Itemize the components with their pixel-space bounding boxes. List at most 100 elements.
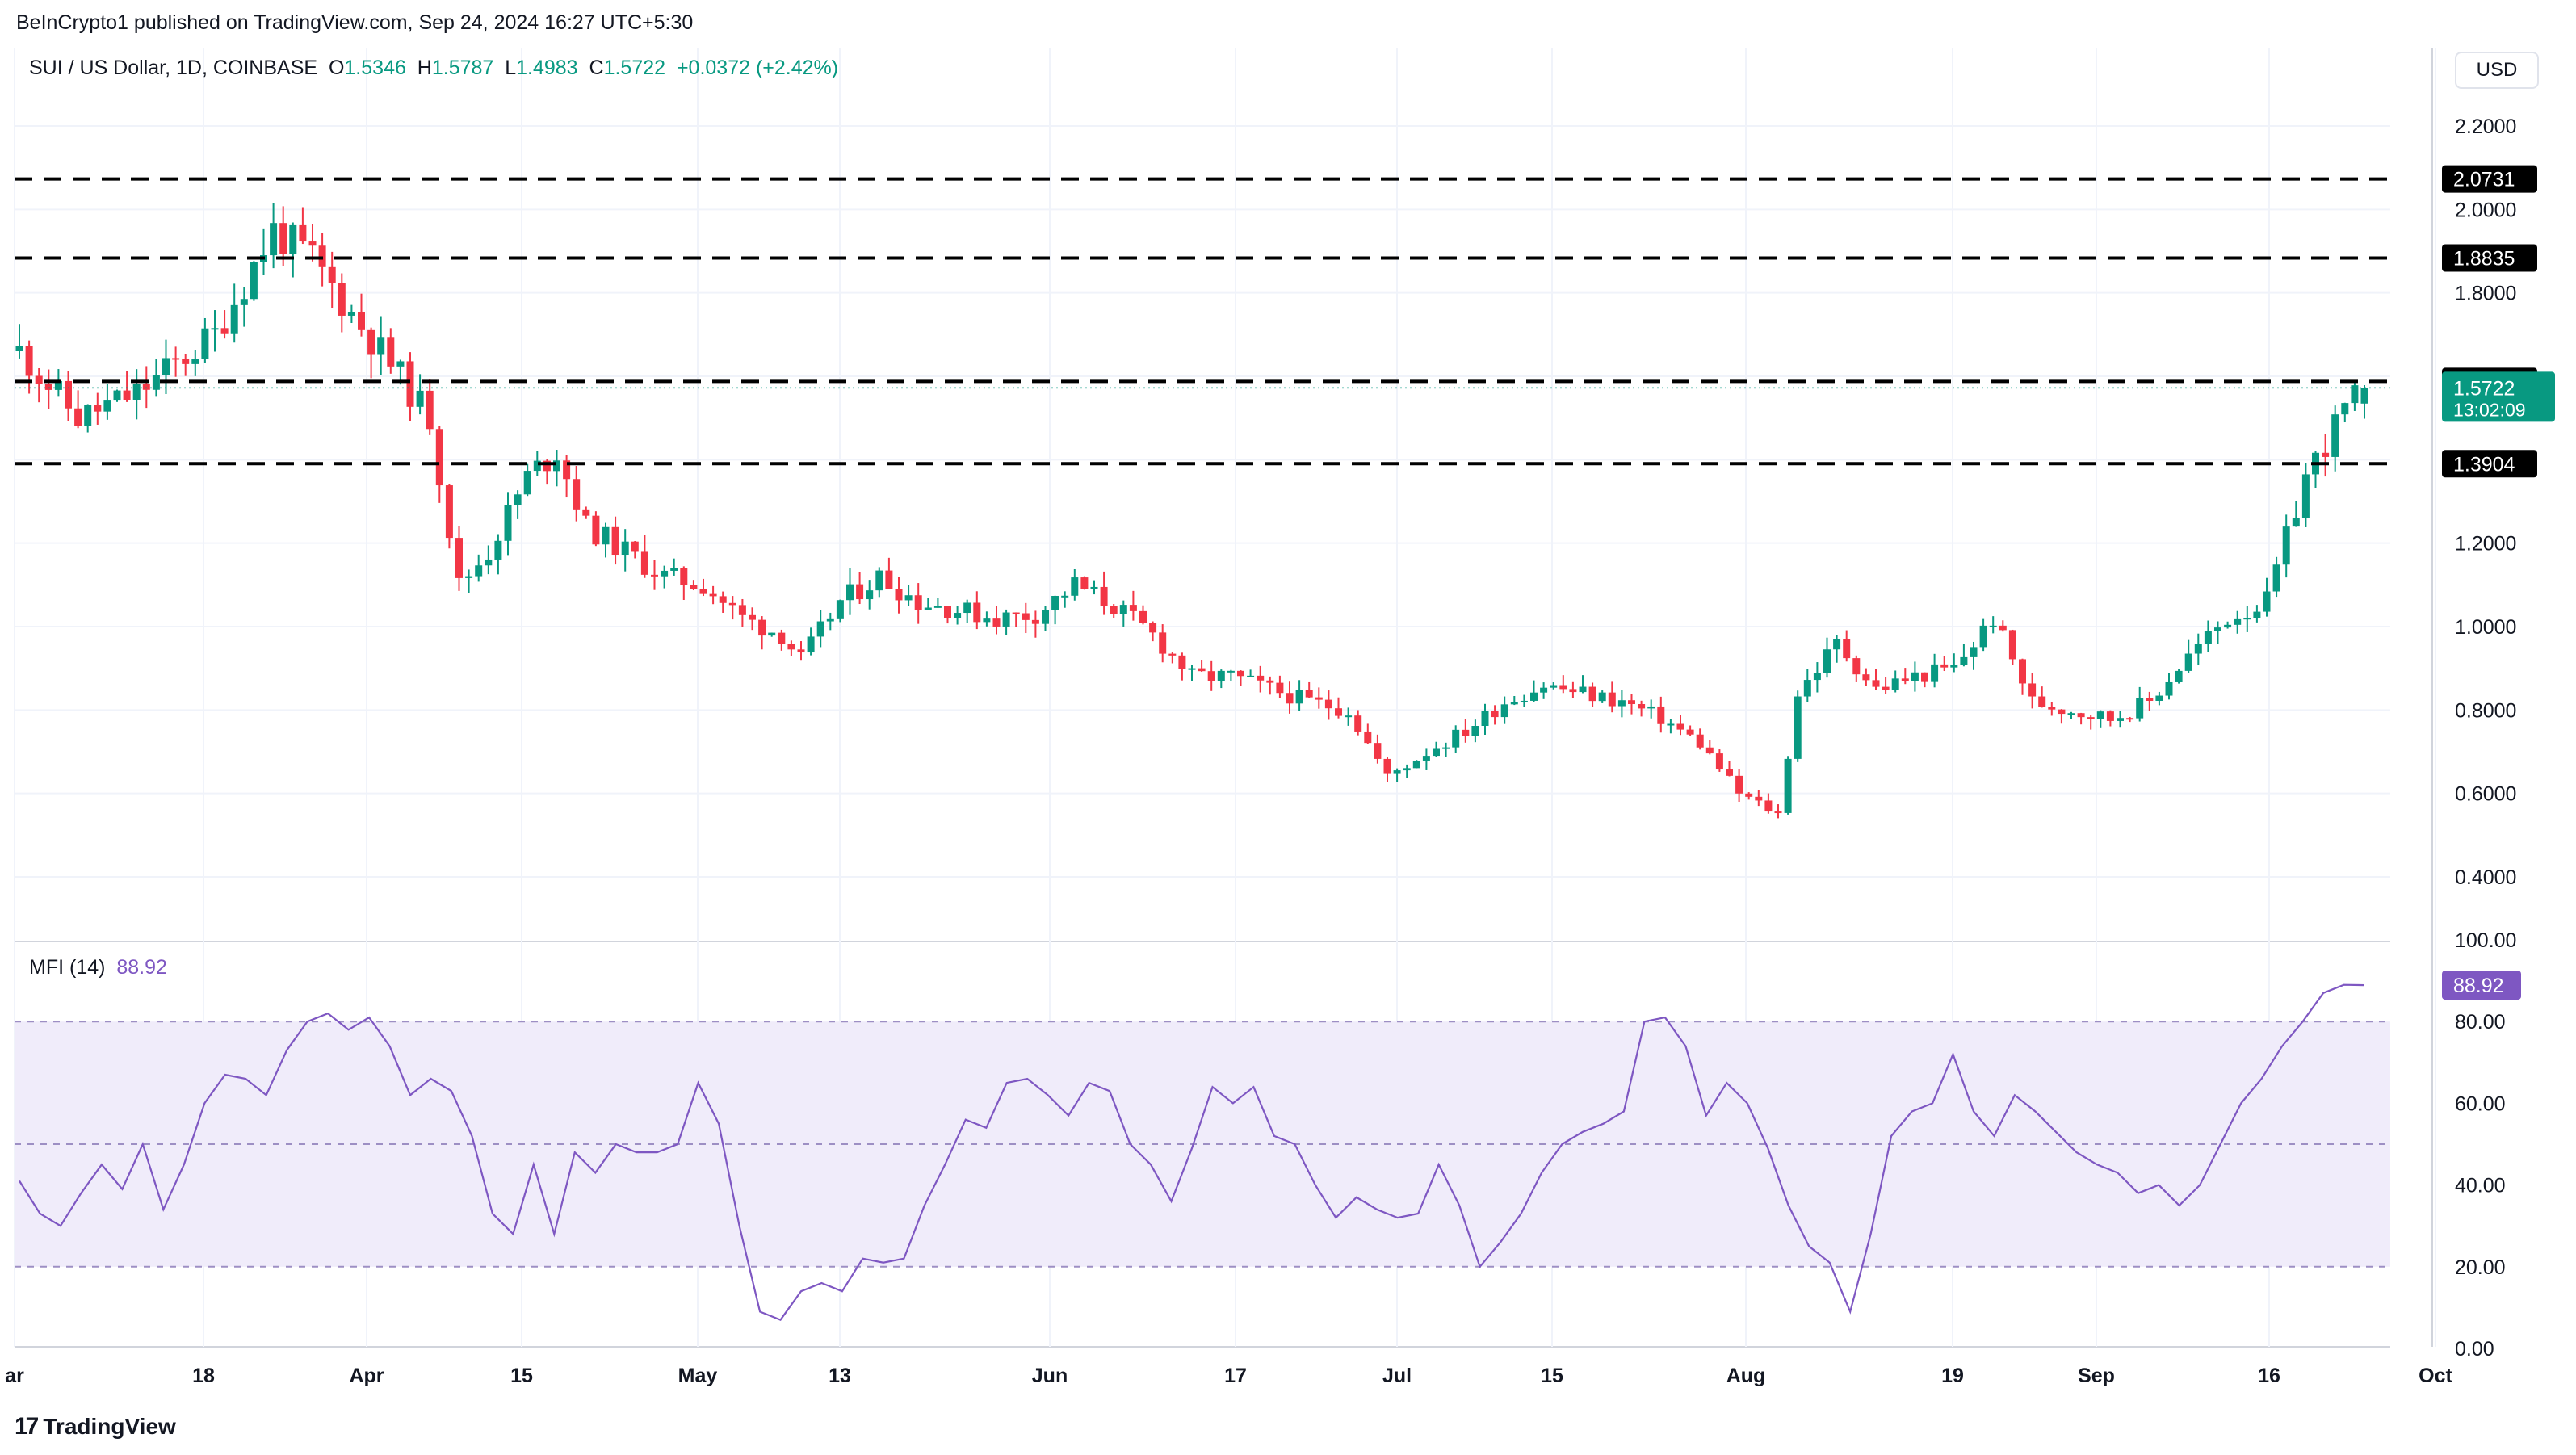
candle-body xyxy=(1921,672,1928,682)
candle-body xyxy=(543,460,551,472)
candle-body xyxy=(455,538,463,578)
level-badge-label: 1.8835 xyxy=(2453,248,2515,270)
candle-body xyxy=(1433,748,1440,757)
candle-body xyxy=(1139,610,1147,623)
candle-body xyxy=(358,312,365,330)
candle-body xyxy=(44,384,52,390)
last-price-badge xyxy=(2442,371,2555,422)
candle-body xyxy=(1178,655,1186,669)
candle-body xyxy=(406,361,414,407)
candle-body xyxy=(807,636,815,653)
change-value: +0.0372 (+2.42%) xyxy=(676,57,839,79)
candle-body xyxy=(1803,680,1811,697)
candle-body xyxy=(367,329,375,355)
candle-body xyxy=(25,346,33,376)
mfi-line xyxy=(19,983,2365,1321)
candle-body xyxy=(504,505,512,541)
candle-body xyxy=(2117,718,2124,721)
mfi-value: 88.92 xyxy=(116,956,167,979)
candle-body xyxy=(1989,625,1997,627)
candle-body xyxy=(1705,747,1714,754)
candle-body xyxy=(709,593,717,597)
candle-body xyxy=(719,596,727,603)
candle-body xyxy=(1862,674,1870,681)
candle-body xyxy=(396,361,405,367)
currency-button[interactable]: USD xyxy=(2455,52,2539,89)
candle-body xyxy=(1520,700,1528,702)
candle-body xyxy=(1051,595,1059,610)
candle-body xyxy=(651,574,658,577)
candle-body xyxy=(611,526,619,556)
candle-body xyxy=(738,605,746,615)
candle-body xyxy=(2067,713,2075,715)
candle-body xyxy=(270,223,278,256)
symbol-legend: SUI / US Dollar, 1D, COINBASE O1.5346 H1… xyxy=(29,57,838,80)
candle-body xyxy=(1726,769,1733,776)
candle-body xyxy=(1911,672,1919,681)
candle-body xyxy=(1168,653,1177,656)
candle-body xyxy=(182,359,190,364)
candle-body xyxy=(2322,452,2330,457)
candle-body xyxy=(778,632,786,644)
candle-body xyxy=(1500,704,1508,718)
candle-body xyxy=(1462,729,1470,736)
price-tick-label: 2.2000 xyxy=(2455,115,2516,138)
level-badge xyxy=(2442,244,2537,272)
candle-body xyxy=(15,346,23,351)
close-label: C xyxy=(589,57,604,79)
candle-body xyxy=(963,602,971,614)
candle-body xyxy=(54,380,62,390)
tradingview-logo-icon: 17 xyxy=(15,1413,39,1440)
candle-body xyxy=(84,405,92,426)
time-tick-label: Aug xyxy=(1726,1365,1766,1387)
candle-body xyxy=(1227,670,1235,673)
candle-body xyxy=(308,241,317,246)
candle-body xyxy=(1012,612,1020,614)
candle-body xyxy=(1999,625,2007,631)
candle-body xyxy=(1970,647,1978,657)
candle-body xyxy=(1071,577,1079,596)
candle-body xyxy=(1364,731,1372,744)
candle-body xyxy=(2087,717,2095,719)
time-axis[interactable]: ar 18 Apr 15 May 13 Jun 17 Jul 15 Aug 19 Sep 16 Oct xyxy=(5,1365,2452,1387)
candle-body xyxy=(485,559,493,566)
candle-body xyxy=(1813,673,1821,681)
candle-body xyxy=(1735,775,1743,794)
candle-body xyxy=(1080,577,1089,589)
price-tick-label: 2.0000 xyxy=(2455,199,2516,221)
mfi-reference-lines xyxy=(15,1021,2390,1268)
candle-body xyxy=(1217,670,1225,681)
candle-body xyxy=(1882,686,1890,690)
candle-body xyxy=(1979,625,1987,648)
candle-body xyxy=(2184,653,2192,671)
candle-body xyxy=(1667,723,1675,726)
candle-body xyxy=(1764,800,1773,812)
candle-body xyxy=(2331,414,2339,457)
candle-body xyxy=(846,584,854,601)
mfi-axis[interactable]: 100.00 80.00 60.00 40.00 20.00 0.00 xyxy=(2455,929,2516,1361)
candle-body xyxy=(640,551,648,575)
candle-body xyxy=(426,390,434,430)
candle-body xyxy=(191,359,199,364)
candle-body xyxy=(1657,706,1665,724)
candle-body xyxy=(514,494,522,505)
price-axis[interactable]: 2.2000 2.0000 1.8000 1.2000 1.0000 0.8000 0.60… xyxy=(2455,115,2516,889)
candle-body xyxy=(172,358,180,360)
last-price-value: 1.5722 xyxy=(2453,377,2515,400)
close-value: 1.5722 xyxy=(603,57,666,79)
candle-body xyxy=(1345,715,1353,718)
candle-body xyxy=(2028,683,2037,697)
time-tick-label: Jul xyxy=(1382,1365,1412,1387)
candle-body xyxy=(2341,403,2349,415)
candle-body xyxy=(797,649,805,653)
candle-body xyxy=(1412,760,1420,769)
candle-body xyxy=(690,585,698,589)
candle-body xyxy=(1550,685,1558,688)
candle-body xyxy=(1022,613,1030,620)
candle-body xyxy=(944,606,951,618)
candle-body xyxy=(35,375,43,384)
candle-body xyxy=(1579,686,1587,693)
candle-body xyxy=(2224,624,2232,628)
candle-body xyxy=(494,540,502,560)
